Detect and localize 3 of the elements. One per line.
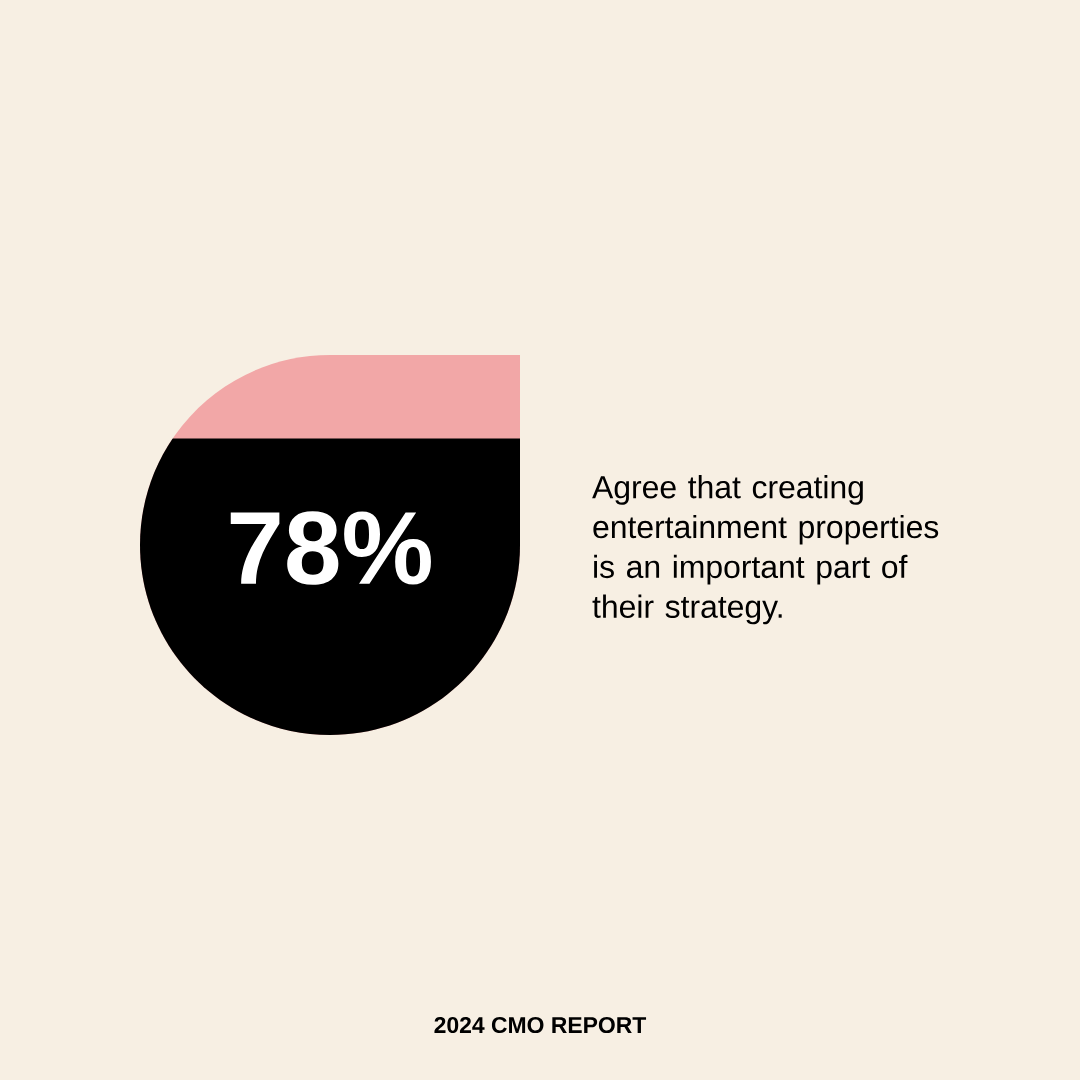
data-label: 78%: [230, 511, 431, 585]
text: Agree that creating entertainment properties is an important part of their strategy.: [592, 475, 939, 625]
text: 2024 CMO REPORT: [434, 1016, 647, 1034]
